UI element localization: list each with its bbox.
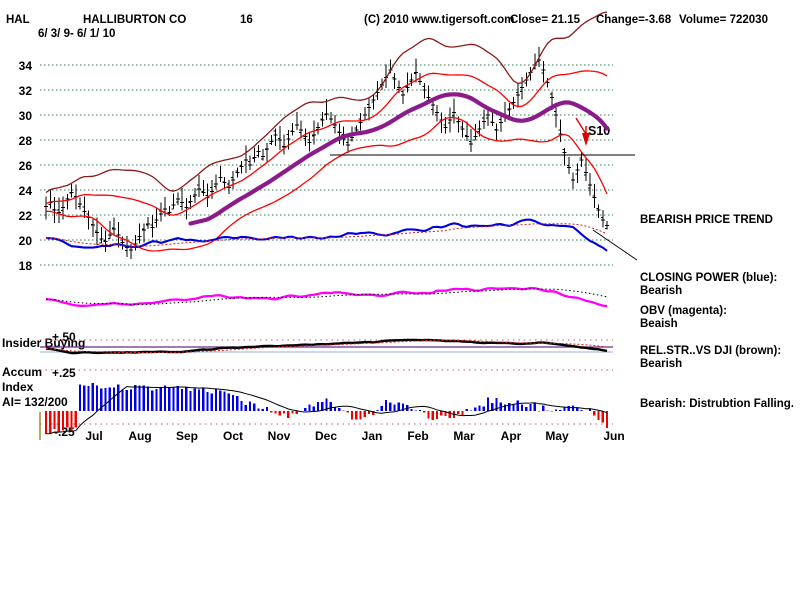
annotation-obv: OBV (magenta): Beaish bbox=[640, 305, 727, 331]
price-bars-layer bbox=[44, 47, 609, 260]
price-tick-34: 34 bbox=[18, 59, 32, 73]
annotation-accumulation: Bearish: Distrubtion Falling. bbox=[640, 398, 794, 411]
month-label-sep: Sep bbox=[175, 429, 198, 443]
annotation-price-trend-line1: BEARISH PRICE TREND bbox=[640, 214, 773, 226]
annotation-closing-power: CLOSING POWER (blue): Bearish bbox=[640, 272, 777, 298]
price-tick-22: 22 bbox=[18, 209, 32, 223]
month-label-oct: Oct bbox=[222, 429, 243, 443]
header-copyright[interactable]: (C) 2010 www.tigersoft.com bbox=[364, 14, 515, 26]
month-label-nov: Nov bbox=[267, 429, 291, 443]
month-label-jan: Jan bbox=[361, 429, 383, 443]
price-tick-26: 26 bbox=[18, 159, 32, 173]
header-change: Change=-3.68 bbox=[596, 14, 672, 26]
moving-average-layer bbox=[188, 92, 610, 226]
price-tick-30: 30 bbox=[18, 109, 32, 123]
signal-markers-layer bbox=[330, 117, 638, 261]
month-label-apr: Apr bbox=[500, 429, 522, 443]
header-company: HALLIBURTON CO bbox=[83, 14, 187, 26]
annotation-rel-strength: REL.STR..VS DJI (brown): Bearish bbox=[640, 345, 781, 371]
annotation-accumulation-line1: Bearish: Distrubtion Falling. bbox=[640, 398, 794, 410]
annotation-price-trend: BEARISH PRICE TREND bbox=[640, 214, 773, 227]
annotation-obv-line1: OBV (magenta): bbox=[640, 305, 727, 317]
annotation-closing-power-line2: Bearish bbox=[640, 285, 683, 297]
header-code: 16 bbox=[240, 14, 253, 26]
annotation-closing-power-line1: CLOSING POWER (blue): bbox=[640, 272, 778, 284]
header-symbol: HAL bbox=[6, 14, 30, 26]
header-volume: Volume= 722030 bbox=[679, 14, 768, 26]
accum-label: Accum bbox=[2, 365, 43, 379]
month-label-aug: Aug bbox=[128, 429, 152, 443]
bands-layer bbox=[45, 11, 608, 252]
month-label-jun: Jun bbox=[603, 429, 625, 443]
obv-layer bbox=[45, 286, 608, 308]
annotation-rel-strength-line1: REL.STR..VS DJI (brown): bbox=[640, 345, 782, 357]
month-label-dec: Dec bbox=[314, 429, 337, 443]
header-date-range: 6/ 3/ 9- 6/ 1/ 10 bbox=[38, 28, 116, 40]
month-label-mar: Mar bbox=[453, 429, 475, 443]
accum-ai-value: AI= 132/200 bbox=[2, 395, 68, 409]
price-tick-32: 32 bbox=[18, 84, 32, 98]
price-tick-24: 24 bbox=[18, 184, 32, 198]
price-tick-18: 18 bbox=[18, 259, 32, 273]
accumulation-index-layer bbox=[44, 383, 609, 435]
price-tick-28: 28 bbox=[18, 134, 32, 148]
closing-power-layer bbox=[45, 218, 608, 252]
month-label-jul: Jul bbox=[85, 429, 103, 443]
accum-index-label: Index bbox=[2, 380, 34, 394]
header-close: Close= 21.15 bbox=[510, 14, 581, 26]
month-label-feb: Feb bbox=[407, 429, 429, 443]
rel-strength-layer bbox=[40, 338, 613, 355]
annotation-rel-strength-line2: Bearish bbox=[640, 358, 683, 370]
price-tick-20: 20 bbox=[18, 234, 32, 248]
annotation-obv-line2: Beaish bbox=[640, 318, 678, 330]
month-label-may: May bbox=[545, 429, 569, 443]
